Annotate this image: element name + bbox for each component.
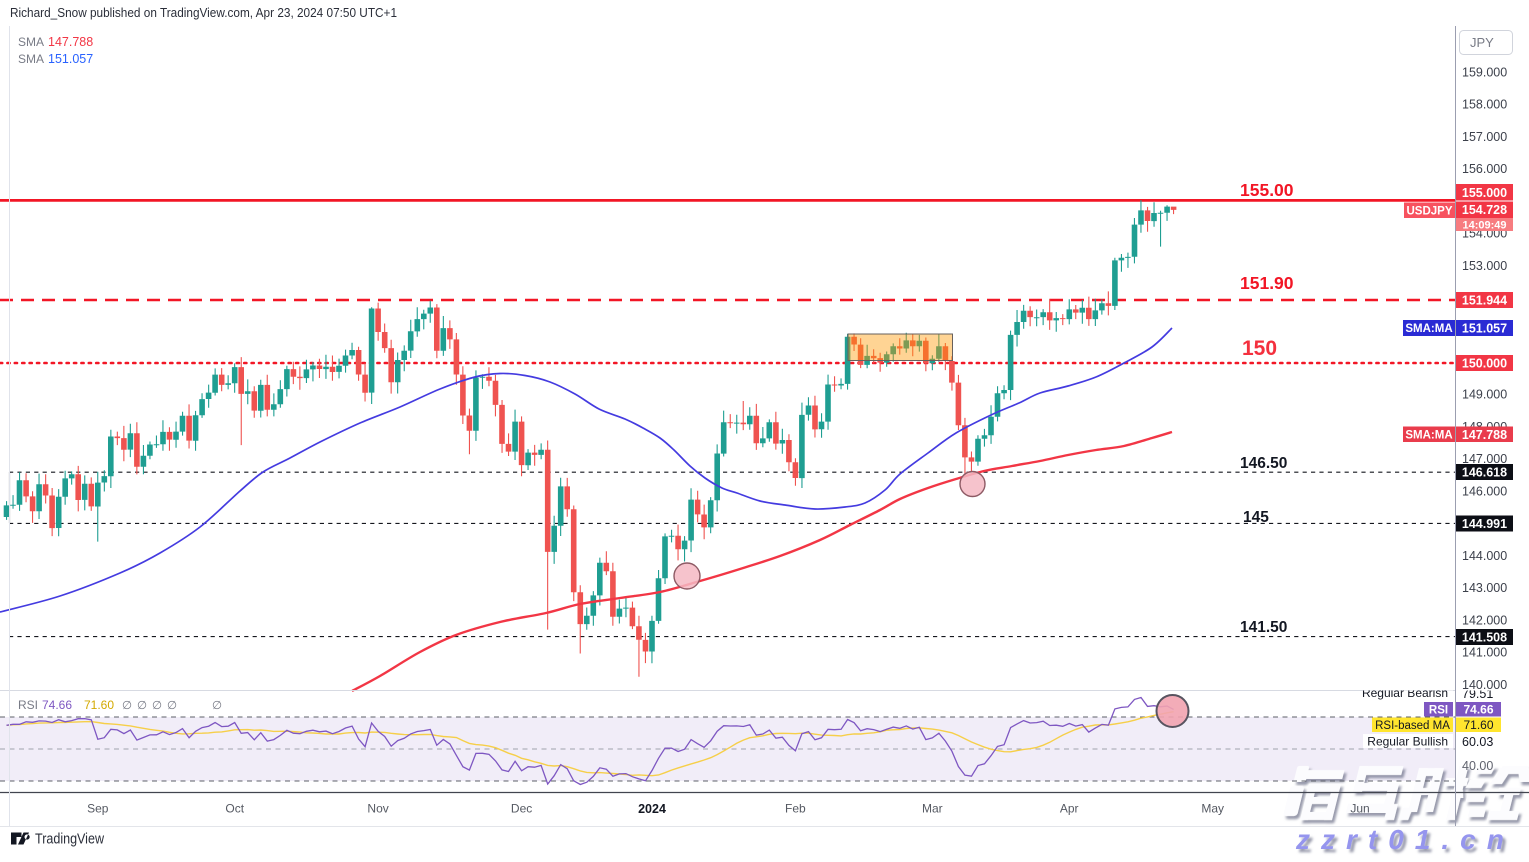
svg-text:146.618: 146.618	[1462, 466, 1507, 480]
svg-text:156.000: 156.000	[1462, 162, 1507, 176]
svg-text:150: 150	[1242, 337, 1277, 360]
svg-text:60.03: 60.03	[1462, 735, 1493, 749]
svg-text:154.728: 154.728	[1462, 203, 1507, 217]
svg-text:RSI-based MA: RSI-based MA	[1375, 720, 1450, 732]
svg-text:USDJPY: USDJPY	[1406, 205, 1452, 217]
svg-text:2024: 2024	[638, 802, 666, 816]
svg-text:RSI: RSI	[18, 698, 38, 712]
svg-text:∅: ∅	[167, 700, 177, 712]
svg-text:71.60: 71.60	[84, 698, 114, 712]
svg-text:149.000: 149.000	[1462, 388, 1507, 402]
svg-text:147.788: 147.788	[48, 35, 93, 49]
svg-text:140.000: 140.000	[1462, 678, 1507, 692]
svg-text:157.000: 157.000	[1462, 130, 1507, 144]
svg-text:74.66: 74.66	[42, 698, 72, 712]
svg-text:144.000: 144.000	[1462, 549, 1507, 563]
svg-text:zzrt01.cn: zzrt01.cn	[1295, 824, 1515, 855]
svg-text:Oct: Oct	[225, 802, 244, 816]
svg-text:∅: ∅	[152, 700, 162, 712]
svg-text:141.000: 141.000	[1462, 646, 1507, 660]
svg-text:JPY: JPY	[1470, 35, 1494, 50]
svg-text:141.50: 141.50	[1240, 619, 1287, 636]
svg-text:147.788: 147.788	[1462, 428, 1507, 442]
svg-text:∅: ∅	[212, 700, 222, 712]
svg-text:147.000: 147.000	[1462, 452, 1507, 466]
svg-text:142.000: 142.000	[1462, 613, 1507, 627]
svg-text:TradingView: TradingView	[35, 832, 104, 848]
svg-text:141.508: 141.508	[1462, 631, 1507, 645]
svg-text:Regular Bullish: Regular Bullish	[1367, 735, 1448, 749]
svg-text:Dec: Dec	[511, 802, 532, 816]
svg-text:May: May	[1201, 802, 1224, 816]
svg-text:Nov: Nov	[367, 802, 388, 816]
svg-text:Jun: Jun	[1350, 802, 1369, 816]
svg-text:∅: ∅	[122, 700, 132, 712]
svg-text:SMA:MA: SMA:MA	[1405, 429, 1452, 441]
svg-text:144.991: 144.991	[1462, 517, 1507, 531]
svg-text:146.50: 146.50	[1240, 455, 1287, 472]
svg-text:146.000: 146.000	[1462, 485, 1507, 499]
svg-text:155.000: 155.000	[1462, 186, 1507, 200]
svg-text:145: 145	[1243, 509, 1269, 526]
svg-text:151.057: 151.057	[48, 52, 93, 66]
svg-text:14:09:49: 14:09:49	[1462, 220, 1506, 232]
svg-text:SMA: SMA	[18, 52, 44, 66]
svg-text:158.000: 158.000	[1462, 98, 1507, 112]
svg-text:150.000: 150.000	[1462, 357, 1507, 371]
svg-text:Feb: Feb	[785, 802, 806, 816]
svg-text:159.000: 159.000	[1462, 65, 1507, 79]
svg-text:151.057: 151.057	[1462, 322, 1507, 336]
svg-text:Regular Bearish: Regular Bearish	[1362, 686, 1448, 700]
svg-text:74.66: 74.66	[1463, 703, 1493, 717]
svg-text:Sep: Sep	[87, 802, 109, 816]
svg-text:RSI: RSI	[1429, 704, 1448, 716]
svg-text:151.90: 151.90	[1240, 273, 1294, 293]
svg-text:SMA:MA: SMA:MA	[1405, 323, 1452, 335]
svg-text:40.00: 40.00	[1462, 759, 1493, 773]
svg-text:71.60: 71.60	[1463, 718, 1493, 732]
svg-text:Richard_Snow published on Trad: Richard_Snow published on TradingView.co…	[10, 5, 397, 20]
svg-text:151.944: 151.944	[1462, 294, 1507, 308]
svg-text:155.00: 155.00	[1240, 180, 1294, 200]
svg-text:Apr: Apr	[1060, 802, 1079, 816]
svg-text:79.51: 79.51	[1462, 687, 1493, 701]
svg-text:SMA: SMA	[18, 35, 44, 49]
svg-text:153.000: 153.000	[1462, 259, 1507, 273]
svg-text:143.000: 143.000	[1462, 581, 1507, 595]
svg-text:∅: ∅	[137, 700, 147, 712]
svg-text:Mar: Mar	[922, 802, 943, 816]
